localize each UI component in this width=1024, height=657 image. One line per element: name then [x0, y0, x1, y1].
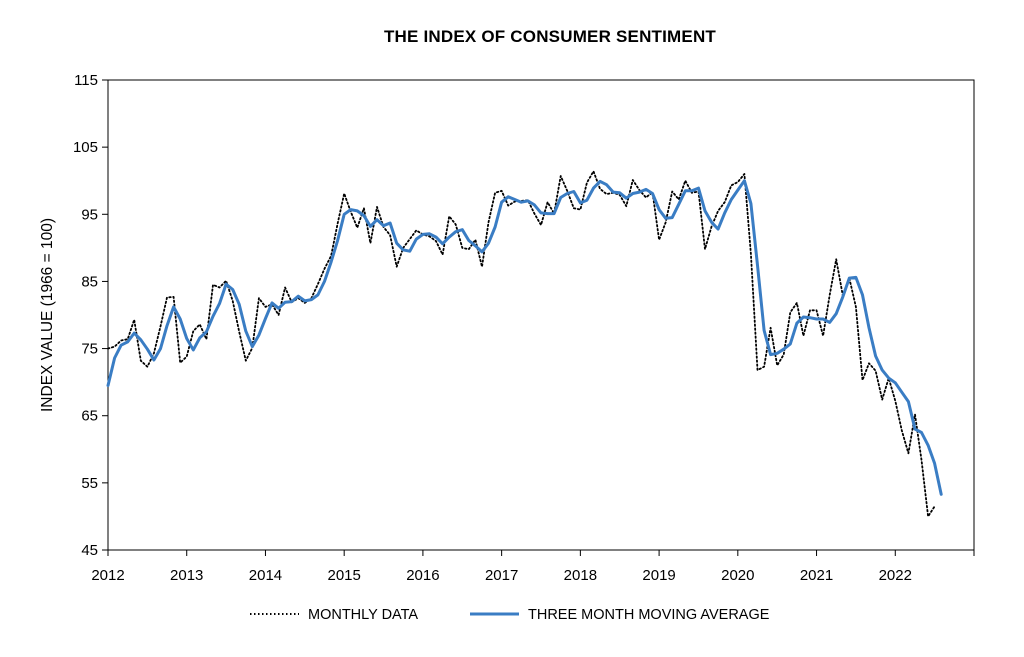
x-tick-label: 2019: [642, 567, 675, 584]
y-tick-label: 85: [81, 273, 98, 290]
legend-item-monthly: MONTHLY DATA: [250, 607, 418, 623]
y-tick-label: 65: [81, 408, 98, 425]
y-tick-label: 95: [81, 206, 98, 223]
x-tick-label: 2017: [485, 567, 518, 584]
y-tick-label: 75: [81, 341, 98, 358]
legend-label-monthly: MONTHLY DATA: [308, 607, 418, 623]
legend: MONTHLY DATA THREE MONTH MOVING AVERAGE: [250, 607, 770, 623]
legend-item-average: THREE MONTH MOVING AVERAGE: [470, 607, 770, 623]
series-layer: [106, 170, 943, 518]
x-tick-label: 2021: [800, 567, 833, 584]
y-tick-label: 55: [81, 475, 98, 492]
x-tick-label: 2018: [564, 567, 597, 584]
y-axis: 45 55 65 75 85 95 105 115: [73, 72, 108, 559]
y-tick-label: 45: [81, 542, 98, 559]
x-tick-label: 2016: [406, 567, 439, 584]
x-tick-label: 2014: [249, 567, 282, 584]
series-line-average: [106, 179, 943, 496]
x-tick-label: 2022: [879, 567, 912, 584]
x-tick-label: 2015: [327, 567, 360, 584]
x-tick-label: 2020: [721, 567, 754, 584]
x-tick-label: 2012: [91, 567, 124, 584]
y-tick-label: 115: [74, 72, 98, 89]
plot-area: [107, 79, 975, 551]
x-tick-label: 2013: [170, 567, 203, 584]
y-axis-title: INDEX VALUE (1966 = 100): [39, 218, 56, 412]
x-axis: 2012 2013 2014 2015 2016 2017 2018 2019 2020 2021…: [91, 550, 975, 584]
chart-title: THE INDEX OF CONSUMER SENTIMENT: [383, 27, 717, 46]
y-tick-label: 105: [73, 139, 98, 156]
legend-label-average: THREE MONTH MOVING AVERAGE: [528, 607, 770, 623]
